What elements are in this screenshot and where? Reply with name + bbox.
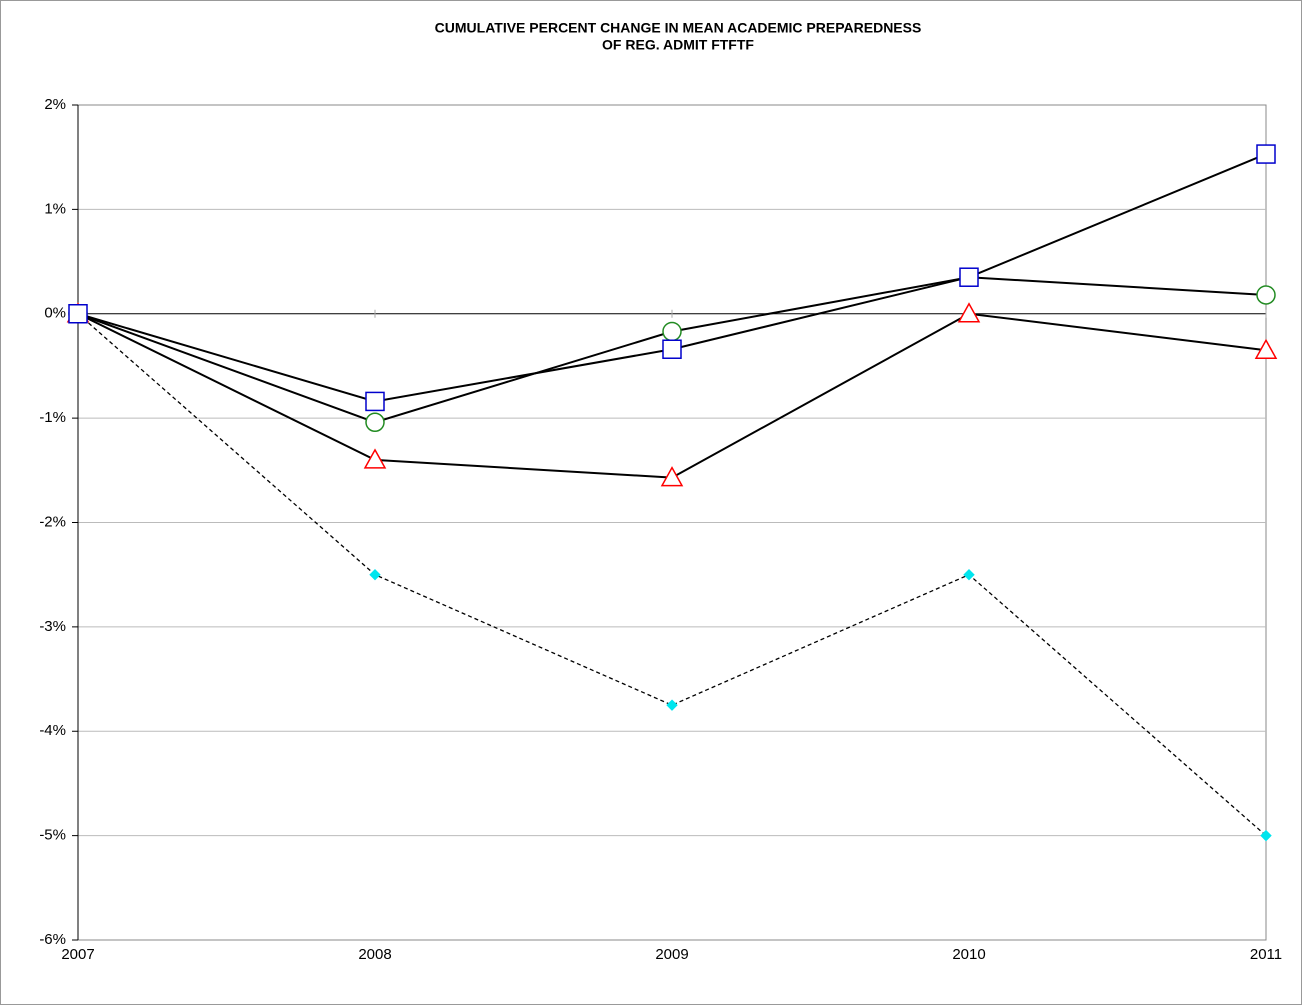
- x-tick-label: 2007: [61, 946, 94, 963]
- triangle-marker: [957, 302, 981, 323]
- diamond-marker: [666, 699, 678, 711]
- square-marker: [68, 304, 88, 324]
- y-tick-label: -6%: [39, 931, 66, 948]
- circle-marker: [662, 321, 682, 342]
- x-tick-label: 2010: [952, 946, 985, 963]
- y-tick-label: -5%: [39, 827, 66, 844]
- square-marker: [1256, 144, 1276, 164]
- diamond-marker: [369, 568, 381, 581]
- chart-subtitle: OF REG. ADMIT FTFTF: [602, 37, 754, 53]
- triangle-marker: [1254, 338, 1278, 360]
- x-tick-label: 2009: [655, 946, 688, 963]
- y-tick-label: -4%: [39, 722, 66, 739]
- square-marker: [365, 391, 385, 412]
- y-tick-label: 2%: [44, 96, 66, 113]
- y-tick-label: -2%: [39, 513, 66, 530]
- diamond-marker: [1260, 829, 1272, 842]
- y-tick-label: -1%: [39, 409, 66, 426]
- x-tick-label: 2011: [1250, 946, 1282, 963]
- square-marker: [959, 267, 979, 287]
- circle-marker: [365, 412, 385, 433]
- square-marker: [662, 339, 682, 359]
- triangle-marker: [363, 448, 387, 469]
- y-tick-label: -3%: [39, 618, 66, 635]
- triangle-marker: [660, 466, 684, 487]
- chart-title: CUMULATIVE PERCENT CHANGE IN MEAN ACADEM…: [435, 20, 922, 36]
- x-tick-label: 2008: [358, 946, 391, 963]
- y-tick-label: 0%: [44, 305, 66, 322]
- diamond-marker: [963, 568, 975, 581]
- circle-marker: [1256, 285, 1276, 305]
- y-tick-label: 1%: [44, 200, 66, 217]
